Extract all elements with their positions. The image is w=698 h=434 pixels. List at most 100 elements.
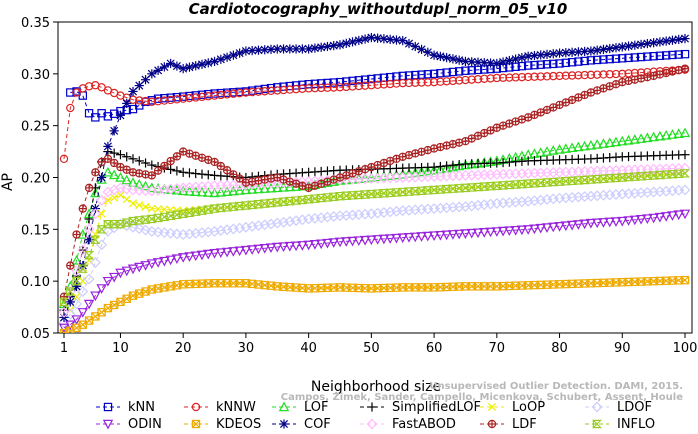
data-point [147,160,157,170]
data-point [360,81,370,90]
data-point [128,86,138,97]
data-point [579,140,590,151]
data-point [165,255,176,266]
data-point [191,61,201,71]
data-point [146,259,158,270]
data-point [153,213,164,223]
data-point [190,251,201,262]
data-point [121,183,133,195]
data-point [598,218,609,228]
data-point [347,191,358,200]
data-point [580,56,589,66]
data-point [246,184,258,194]
data-point [71,276,82,286]
data-point [310,79,320,88]
data-point [516,225,528,236]
data-point [479,182,490,191]
data-point [215,203,226,213]
data-point [103,112,113,121]
x-axis-ticks: 1 10 20 30 40 50 60 70 80 90 100 [60,333,697,356]
data-point [392,79,401,88]
data-point [674,50,683,59]
data-point [410,186,421,196]
data-point [329,78,338,87]
data-point [617,135,628,146]
data-point [108,184,120,196]
legend-label: FastABOD [392,417,456,432]
data-point [523,179,534,188]
data-point [204,92,213,101]
data-point [348,76,357,86]
data-point [127,177,139,187]
data-point [673,128,684,138]
data-point [403,233,415,243]
data-point [604,137,615,148]
data-point [536,60,545,69]
data-point [140,224,151,236]
data-point [278,197,289,206]
data-point [278,242,289,253]
data-point [122,152,132,162]
data-point [497,226,509,237]
data-point [441,230,452,241]
data-point [423,78,433,87]
data-point [191,93,200,102]
data-point [197,92,207,102]
data-point [153,97,163,106]
data-point [97,209,106,218]
data-point [422,186,433,195]
data-point [191,402,201,412]
data-point [103,141,113,151]
data-point [334,191,346,201]
data-point [127,216,139,226]
data-point [574,57,583,66]
data-point [442,68,451,77]
data-point [630,53,640,62]
data-point [529,50,540,61]
data-point [209,187,220,198]
data-point [372,235,383,245]
data-point [229,89,238,98]
data-point [77,308,89,318]
data-point [623,216,634,226]
data-point [592,174,603,184]
data-point [297,241,308,251]
data-point [517,72,527,82]
data-point [624,53,633,63]
data-point [673,169,684,178]
legend-item: FastABOD [360,417,456,432]
y-tick-label: 0.20 [21,172,50,187]
data-point [567,176,578,186]
data-point [585,218,597,229]
data-point [366,235,377,246]
x-tick-label: 60 [426,341,443,356]
data-point [329,83,338,92]
data-point [417,78,426,87]
data-point [334,237,346,248]
data-point [548,49,558,59]
data-point [122,195,131,204]
data-point [636,52,646,62]
data-point [448,160,458,170]
data-point [573,176,584,185]
data-point [404,78,414,88]
data-point [216,161,226,171]
data-point [316,79,326,88]
data-point [83,223,95,235]
data-point [472,228,484,239]
data-point [454,160,464,170]
data-point [492,58,502,69]
data-point [184,168,195,178]
data-point [354,35,364,46]
data-point [560,143,572,153]
data-point [384,234,396,244]
legend-item: SimplifiedLOF [360,400,481,415]
data-point [479,58,489,68]
data-point [480,74,489,84]
data-point [548,145,559,155]
data-point [254,87,263,96]
data-point [172,95,182,104]
data-point [247,200,258,210]
legend: kNN kNNW LOF SimplifiedLOF LoOP LDOF ODIN KDEOS… [96,400,655,432]
x-tick-label: 80 [551,341,568,356]
